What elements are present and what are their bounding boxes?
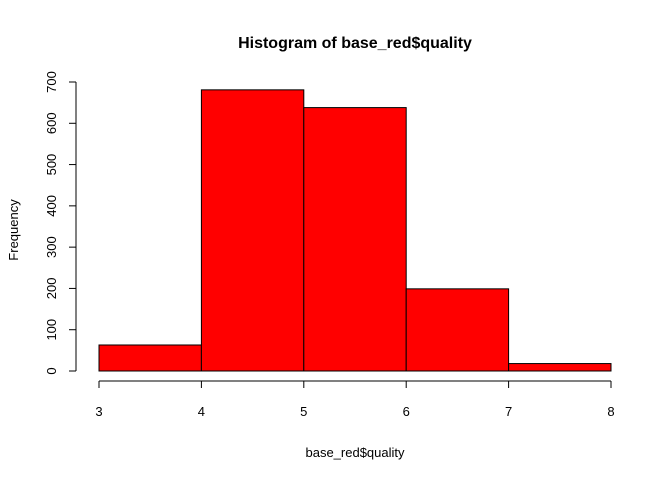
chart-title: Histogram of base_red$quality: [238, 35, 472, 52]
y-tick-label: 500: [44, 154, 59, 176]
x-tick-label: 6: [403, 404, 410, 419]
y-tick-label: 100: [44, 319, 59, 341]
y-tick-label: 0: [44, 367, 59, 374]
x-axis: 3 4 5 6 7 8: [95, 380, 615, 419]
histogram-bar-5: [508, 363, 612, 372]
x-tick-label: 3: [95, 404, 102, 419]
x-tick-label: 5: [300, 404, 307, 419]
histogram-bar-4: [405, 288, 510, 372]
x-axis-title: base_red$quality: [305, 445, 405, 460]
histogram-bar-1: [98, 344, 202, 372]
bars-layer: [98, 89, 612, 372]
y-axis: 0 100 200 300 400 500 600 700: [44, 71, 77, 375]
histogram-bar-2: [200, 89, 305, 372]
y-tick-label: 300: [44, 236, 59, 258]
x-tick-label: 8: [607, 404, 614, 419]
y-tick-label: 200: [44, 278, 59, 300]
x-tick-label: 4: [198, 404, 205, 419]
histogram-bar-3: [303, 107, 407, 372]
y-axis-title: Frequency: [6, 199, 21, 261]
y-tick-label: 400: [44, 195, 59, 217]
x-tick-label: 7: [505, 404, 512, 419]
y-tick-label: 700: [44, 71, 59, 93]
y-tick-label: 600: [44, 112, 59, 134]
